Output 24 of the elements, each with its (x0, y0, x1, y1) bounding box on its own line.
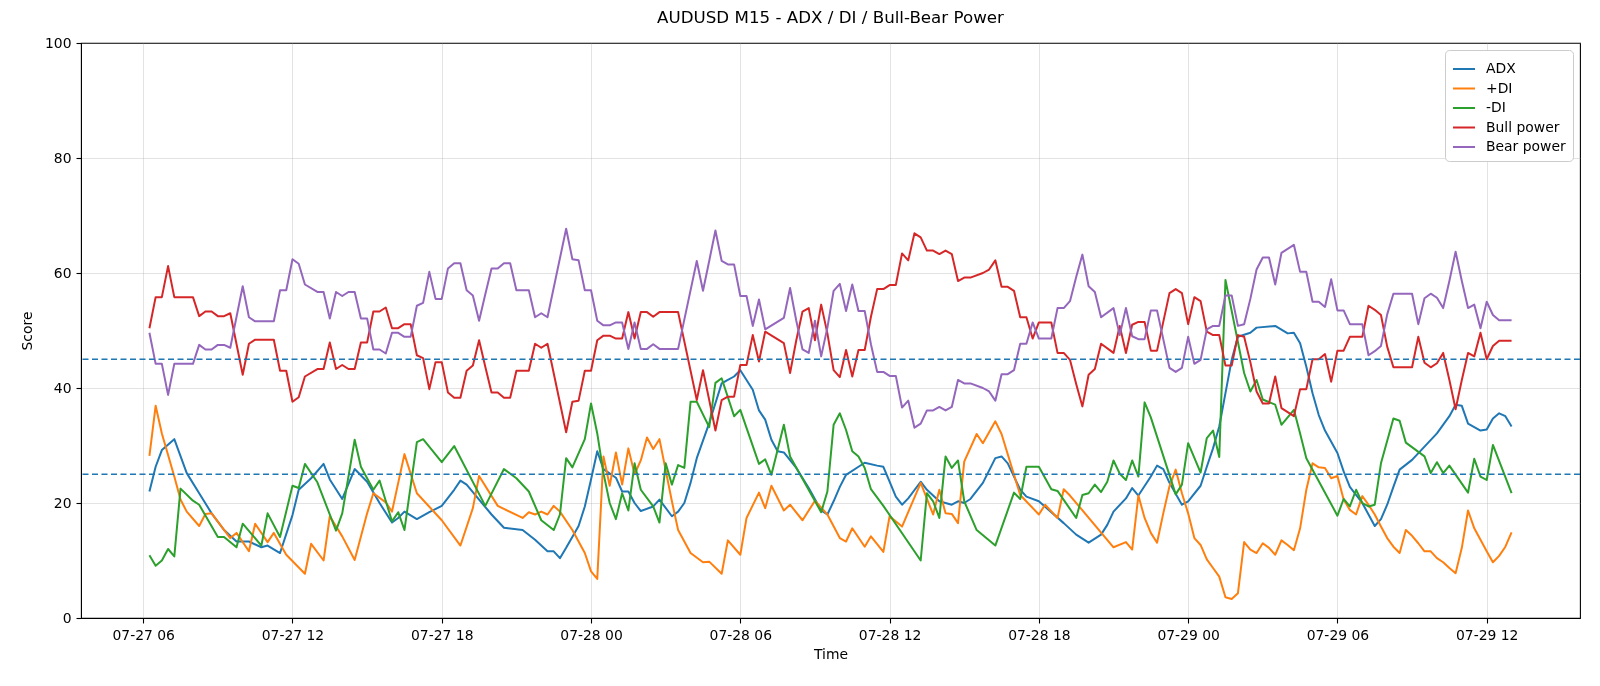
x-axis-title: Time (813, 646, 848, 663)
y-tick-label: 80 (53, 149, 72, 166)
x-tick-label: 07-29 12 (1455, 626, 1519, 643)
x-tick-label: 07-28 06 (709, 626, 773, 643)
legend-label: ADX (1486, 60, 1517, 76)
x-tick-label: 07-27 06 (112, 626, 175, 643)
legend-label: -DI (1486, 99, 1506, 115)
legend-label: +DI (1486, 79, 1513, 96)
x-tick-label: 07-28 12 (858, 626, 922, 643)
y-tick-label: 100 (44, 34, 72, 51)
x-tick-label: 07-28 18 (1008, 626, 1071, 643)
x-tick-label: 07-27 12 (261, 626, 325, 643)
y-tick-label: 60 (53, 264, 72, 281)
legend-label: Bear power (1486, 138, 1566, 154)
legend-label: Bull power (1486, 118, 1560, 135)
y-tick-label: 0 (62, 609, 72, 626)
x-tick-label: 07-29 06 (1306, 626, 1370, 643)
x-tick-label: 07-27 18 (411, 626, 474, 643)
y-axis-title: Score (18, 311, 35, 351)
x-tick-label: 07-29 00 (1157, 626, 1220, 643)
y-tick-label: 40 (53, 379, 72, 396)
y-tick-label: 20 (53, 494, 72, 511)
chart-title: AUDUSD M15 - ADX / DI / Bull-Bear Power (657, 7, 1005, 28)
x-tick-label: 07-28 00 (560, 626, 623, 643)
